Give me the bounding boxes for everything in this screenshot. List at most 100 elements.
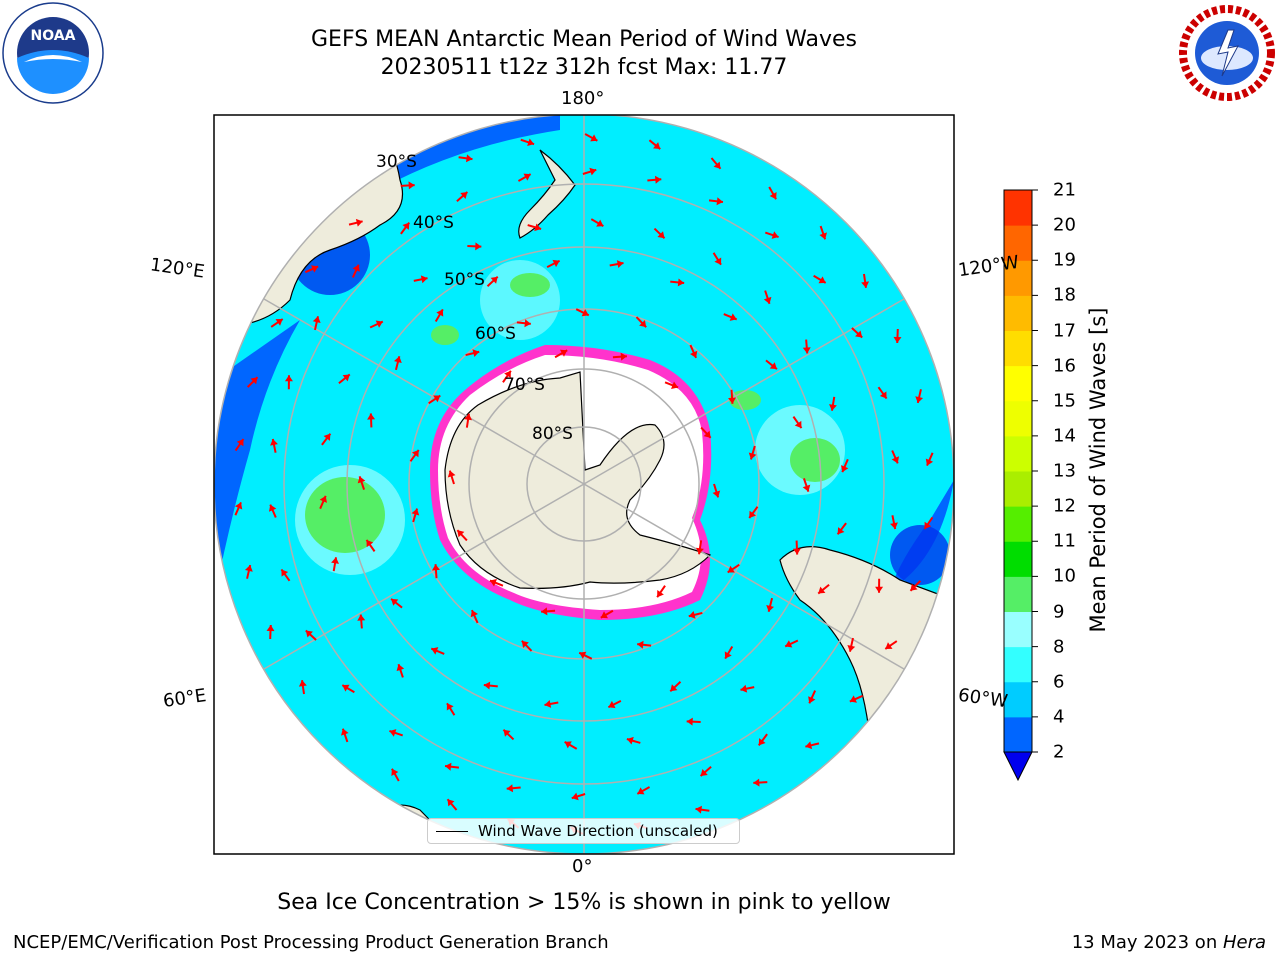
wind-arrow-head (357, 614, 366, 621)
colorbar-segment (1004, 541, 1032, 577)
wind-arrow-head (489, 578, 497, 587)
wind-arrow-head (924, 521, 932, 529)
wind-arrow-head (849, 695, 857, 703)
wind-arrow-head (527, 138, 535, 147)
wind-arrow-head (312, 316, 321, 324)
wind-arrow-head (792, 548, 801, 555)
wind-arrow-head (281, 569, 289, 577)
outer-blue-band-2 (214, 320, 300, 600)
wind-arrow-head (657, 231, 665, 239)
wind-arrow-head (559, 349, 568, 357)
wind-arrow-head (700, 769, 708, 777)
wind-arrow-head (847, 644, 856, 652)
ocean-darkblue-patch-2 (890, 525, 950, 585)
wind-arrow-head (323, 433, 331, 441)
wind-arrow-head (879, 391, 887, 399)
wind-arrow-head (829, 404, 837, 411)
wind-arrow-head (794, 420, 802, 429)
wind-arrow-head (483, 681, 491, 690)
wind-arrow-head (758, 738, 766, 746)
colorbar-segment (1004, 716, 1032, 753)
colorbar-segment (1004, 681, 1032, 718)
colorbar-segment (1004, 190, 1032, 226)
wind-arrow-head (818, 586, 826, 594)
wind-arrow-head (616, 260, 624, 268)
wind-arrow-head (740, 684, 748, 693)
lat-label-80s: 80°S (532, 424, 573, 444)
wind-arrow-head (472, 349, 480, 358)
wind-arrow-head (284, 375, 293, 382)
wind-arrow-head (915, 396, 924, 403)
colorbar-tick-label: 12 (1053, 495, 1076, 517)
colorbar-tick-label: 15 (1053, 390, 1076, 412)
wind-arrow-head (298, 680, 307, 687)
legend-text: Wind Wave Direction (unscaled) (478, 822, 718, 840)
colorbar-segment (1004, 400, 1032, 437)
wind-arrow-head (503, 729, 511, 737)
colorbar-segment (1004, 295, 1032, 331)
chart-subtitle: 20230511 t12z 312h fcst Max: 11.77 (380, 55, 788, 80)
colorbar-tick-label: 2 (1053, 741, 1065, 763)
wind-arrow-head (408, 181, 415, 190)
wind-arrow-head (342, 374, 350, 382)
wind-arrow-head (275, 319, 283, 326)
lat-label-30s: 30°S (376, 152, 417, 172)
map-frame (213, 114, 955, 855)
map-legend: Wind Wave Direction (unscaled) (427, 818, 740, 844)
wind-arrow-head (402, 222, 410, 230)
colorbar-tick-label: 6 (1053, 671, 1065, 693)
wind-arrow-head (728, 397, 737, 404)
colorbar-tick-label: 13 (1053, 460, 1076, 482)
wind-arrow-head (893, 336, 902, 343)
wind-arrow-head (447, 799, 455, 807)
wind-arrow-head (534, 223, 542, 232)
wind-arrow-head (727, 565, 735, 573)
wind-arrow-head (891, 456, 900, 464)
wind-arrow-head (521, 640, 529, 648)
wind-arrow-head (885, 642, 893, 649)
colorbar (1003, 189, 1038, 782)
wind-arrow-head (841, 465, 849, 473)
green-patch (790, 438, 840, 482)
colorbar-segment (1004, 260, 1032, 296)
green-patch (431, 325, 459, 345)
wind-arrow-head (769, 362, 777, 370)
wind-arrow-head (305, 630, 313, 638)
wind-arrow-head (457, 530, 465, 538)
chart-title: GEFS MEAN Antarctic Mean Period of Wind … (311, 27, 857, 52)
lat-label-60s: 60°S (475, 324, 516, 344)
footer-date: 13 May 2023 on Hera (1072, 932, 1266, 953)
wind-arrow-head (749, 510, 757, 518)
wind-arrow-head (875, 586, 884, 593)
wind-arrow-head (771, 231, 779, 239)
wind-arrow-head (411, 450, 419, 458)
wind-arrow-head (436, 309, 444, 317)
colorbar-segment (1004, 225, 1032, 261)
wind-arrow-head (713, 161, 721, 169)
svg-text:NOAA: NOAA (31, 28, 76, 44)
wind-arrow-head (590, 134, 598, 142)
colorbar-tick-label: 16 (1053, 355, 1076, 377)
wind-arrow-head (670, 684, 678, 692)
wind-arrow-head (571, 792, 579, 801)
lat-label-40s: 40°S (413, 213, 454, 233)
colorbar-segment (1004, 646, 1032, 683)
wind-arrow-head (769, 192, 777, 200)
wind-arrow-head (654, 175, 662, 184)
wind-arrow-head (331, 557, 339, 564)
lon-label-180: 180° (561, 88, 605, 109)
land-africa (214, 758, 297, 791)
wind-arrow-head (819, 232, 827, 240)
colorbar-tick-label: 19 (1053, 249, 1076, 271)
wind-arrow-head (236, 439, 244, 447)
wind-arrow-head (763, 296, 772, 304)
wind-arrow-head (311, 265, 319, 273)
wind-arrow-head (396, 664, 405, 672)
wind-arrow-head (639, 320, 647, 328)
colorbar-tick-label: 9 (1053, 601, 1065, 622)
wind-arrow-head (490, 276, 498, 284)
wind-arrow-head (671, 381, 679, 390)
wind-arrow-head (855, 330, 863, 338)
colorbar-segment (1004, 435, 1032, 472)
wind-arrow-head (703, 430, 711, 438)
